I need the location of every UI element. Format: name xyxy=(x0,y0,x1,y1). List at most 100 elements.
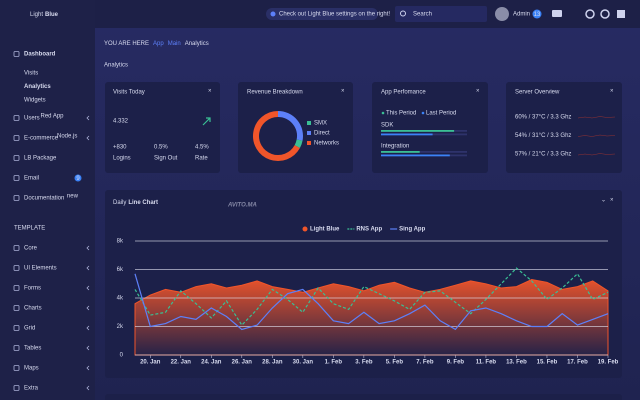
nav-icon xyxy=(13,175,20,181)
card-close[interactable]: × xyxy=(341,89,345,95)
legend-label: SMX xyxy=(314,121,327,127)
page-title: Analytics xyxy=(104,63,128,69)
notice-pill[interactable] xyxy=(266,8,378,20)
nav-subitem[interactable]: Widgets xyxy=(24,98,46,104)
nav-item[interactable]: Documentation xyxy=(24,196,64,202)
nav-item[interactable]: Tables xyxy=(24,346,41,352)
chart-title-normal: Daily xyxy=(113,200,126,206)
nav-badge-text: 9 xyxy=(76,176,80,182)
nav-item[interactable]: LB Package xyxy=(24,156,57,162)
x-tick-label: 19. Feb xyxy=(598,360,619,366)
crumb[interactable]: Main xyxy=(168,41,181,47)
nav-item[interactable]: Email xyxy=(24,176,39,182)
nav-chevron xyxy=(86,115,90,121)
nav-item[interactable]: Forms xyxy=(24,286,41,292)
legend-swatch xyxy=(307,141,311,145)
nav-icon xyxy=(13,245,20,251)
stat-label: Sign Out xyxy=(154,156,178,162)
card xyxy=(506,82,622,173)
legend-label[interactable]: Light Blue xyxy=(310,227,340,233)
nav-icon xyxy=(13,325,20,331)
donut-segment xyxy=(277,111,303,141)
search-icon xyxy=(400,10,406,17)
bar xyxy=(381,154,450,157)
nav-item[interactable]: E-commerce xyxy=(24,136,59,142)
nav-badge-text: Red App xyxy=(41,114,65,120)
globe-icon[interactable] xyxy=(600,9,610,19)
notice: Check out Light Blue settings on the rig… xyxy=(279,12,390,18)
legend-label[interactable]: Sing App xyxy=(399,227,425,233)
x-tick-label: 30. Jan xyxy=(293,360,314,366)
y-tick-label: 4k xyxy=(117,296,124,302)
y-tick-label: 8k xyxy=(117,239,124,245)
legend-dot xyxy=(302,226,308,232)
sidebar xyxy=(0,0,95,400)
nav-icon xyxy=(13,305,20,311)
legend-label[interactable]: RNS App xyxy=(356,227,382,233)
nav-item[interactable]: UI Elements xyxy=(24,266,57,272)
nav-icon xyxy=(13,265,20,271)
legend-label: Direct xyxy=(314,131,330,137)
nav-subitem[interactable]: Analytics xyxy=(24,84,51,90)
nav-icon xyxy=(13,51,20,57)
card-close[interactable]: × xyxy=(208,89,212,95)
nav-item[interactable]: Extra xyxy=(24,386,39,392)
visits-total: 4.332 xyxy=(113,119,129,125)
search-box[interactable] xyxy=(395,6,487,22)
crumb[interactable]: App xyxy=(153,41,164,47)
nav-item[interactable]: Maps xyxy=(24,366,39,372)
bar-label: SDK xyxy=(381,123,393,129)
x-tick-label: 22. Jan xyxy=(171,360,192,366)
nav-icon xyxy=(13,115,20,121)
nav-subitem[interactable]: Visits xyxy=(24,71,38,77)
chat-icon[interactable] xyxy=(552,10,562,17)
breadcrumb: YOU ARE HERE App Main Analytics xyxy=(104,41,209,47)
crumb: Analytics xyxy=(185,41,209,47)
stat-value: 4.5% xyxy=(195,145,209,151)
server-stat: 57% / 21°C / 3.3 Ghz xyxy=(515,152,571,158)
nav-icon xyxy=(13,365,20,371)
logout-icon[interactable] xyxy=(617,10,625,18)
legend-swatch xyxy=(307,131,311,135)
legend-dot xyxy=(381,111,385,115)
collapse-icon[interactable]: ⌄ xyxy=(601,198,606,204)
x-tick-label: 11. Feb xyxy=(476,360,497,366)
y-tick-label: 6k xyxy=(117,267,124,273)
nav-chevron xyxy=(86,285,90,291)
nav-item[interactable]: Grid xyxy=(24,326,35,332)
avatar[interactable] xyxy=(495,7,509,21)
x-tick-label: 17. Feb xyxy=(567,360,588,366)
settings-icon[interactable] xyxy=(585,9,595,19)
nav-chevron xyxy=(86,135,90,141)
nav-item[interactable]: Core xyxy=(24,246,38,252)
stat-value: 0.5% xyxy=(154,145,168,151)
watermark: AVITO.MA xyxy=(227,203,257,209)
y-tick-label: 0 xyxy=(120,353,124,359)
line xyxy=(134,267,609,327)
logo-bold: Blue xyxy=(45,12,59,18)
user-badge-text: 13 xyxy=(534,12,541,18)
legend-dot xyxy=(421,111,425,115)
card-title: Visits Today xyxy=(113,90,145,96)
server-stat: 54% / 31°C / 3.3 Ghz xyxy=(515,133,571,139)
logo-light: Light xyxy=(30,12,43,18)
bar xyxy=(381,133,433,136)
nav-item[interactable]: Dashboard xyxy=(24,52,56,58)
logo: Light Blue xyxy=(30,12,59,18)
card-close[interactable]: × xyxy=(610,89,614,95)
nav-item[interactable]: Users xyxy=(24,116,40,122)
nav-item[interactable]: Charts xyxy=(24,306,42,312)
nav-section: TEMPLATE xyxy=(14,226,45,232)
nav-icon xyxy=(13,285,20,291)
stat-label: Rate xyxy=(195,156,208,162)
card-title: Server Overview xyxy=(515,90,560,96)
x-tick-label: 9. Feb xyxy=(447,360,465,366)
card-title: Revenue Breakdown xyxy=(247,90,303,96)
trend-arrow xyxy=(202,117,211,126)
close-icon[interactable]: × xyxy=(610,198,614,204)
card-title: App Perfomance xyxy=(381,90,426,96)
sparkline xyxy=(577,134,616,137)
sparkline xyxy=(577,116,616,119)
crumb: YOU ARE HERE xyxy=(104,41,149,47)
card-close[interactable]: × xyxy=(476,89,480,95)
